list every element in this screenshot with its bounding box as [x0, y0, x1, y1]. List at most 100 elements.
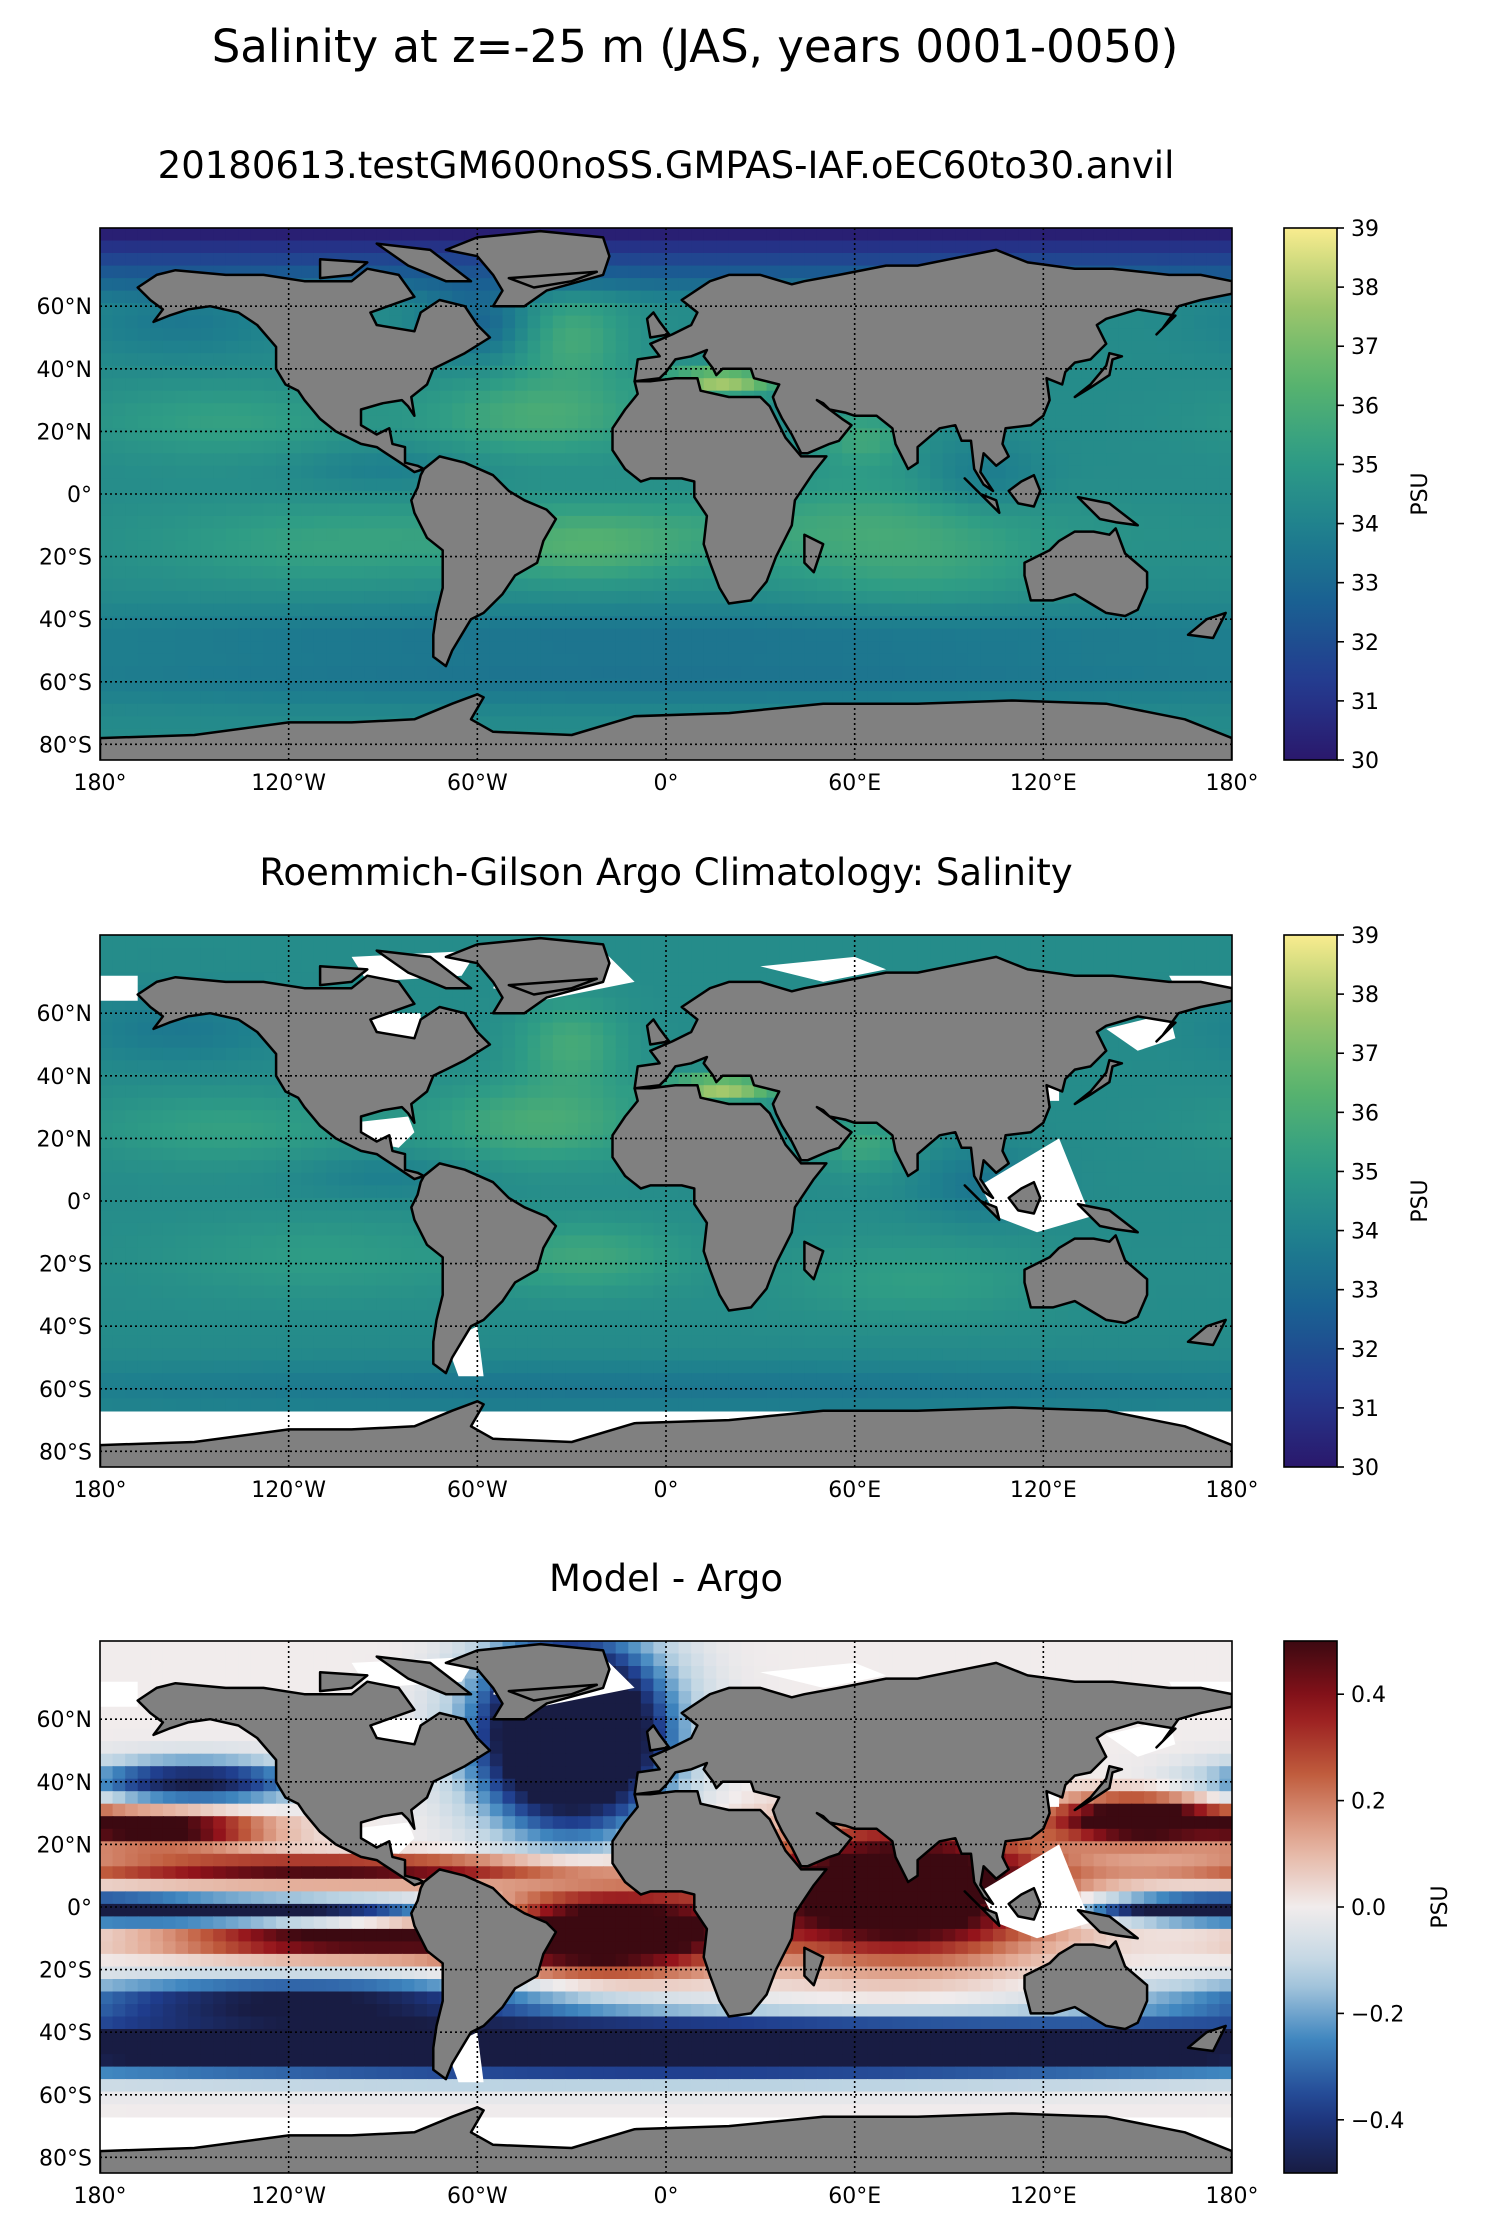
field-cell — [225, 465, 240, 480]
field-cell — [867, 228, 881, 242]
field-cell — [930, 641, 944, 655]
field-cell — [301, 265, 315, 279]
field-cell — [527, 353, 541, 367]
field-cell — [993, 591, 1007, 605]
field-cell — [1068, 691, 1082, 705]
field-cell — [389, 503, 403, 517]
field-cell — [565, 353, 579, 367]
field-cell — [905, 960, 919, 974]
field-cell — [854, 415, 869, 430]
field-cell — [1169, 428, 1183, 442]
field-cell — [250, 703, 265, 717]
field-cell — [301, 653, 315, 667]
field-cell — [816, 265, 831, 279]
field-cell — [288, 540, 303, 555]
field-cell — [125, 935, 139, 949]
field-cell — [137, 1010, 152, 1024]
field-cell — [263, 947, 277, 961]
field-cell — [175, 1085, 189, 1099]
field-cell — [1144, 328, 1158, 342]
field-cell — [125, 653, 139, 667]
field-cell — [565, 1085, 579, 1099]
field-cell — [917, 228, 931, 242]
field-cell — [225, 960, 240, 974]
field-cell — [489, 340, 504, 354]
field-cell — [1030, 440, 1045, 455]
field-cell — [1093, 678, 1107, 692]
field-cell — [552, 503, 567, 517]
field-cell — [666, 528, 680, 542]
field-cell — [691, 578, 705, 592]
field-cell — [653, 278, 667, 292]
field-cell — [515, 365, 529, 379]
field-cell — [955, 678, 969, 692]
field-cell — [1081, 440, 1095, 455]
field-cell — [1181, 340, 1196, 354]
field-cell — [263, 503, 277, 517]
colorbar-tick-label: 37 — [1351, 335, 1379, 360]
field-cell — [1219, 703, 1232, 717]
field-cell — [527, 1047, 541, 1061]
field-cell — [590, 616, 604, 630]
field-cell — [942, 553, 957, 567]
field-cell — [917, 578, 931, 592]
field-cell — [578, 365, 592, 379]
field-cell — [1194, 578, 1208, 592]
field-cell — [301, 678, 315, 692]
field-cell — [1131, 240, 1145, 254]
field-cell — [552, 1072, 567, 1086]
field-cell — [175, 1072, 189, 1086]
field-cell — [1018, 503, 1032, 517]
field-cell — [1206, 328, 1221, 342]
field-cell — [640, 528, 655, 542]
field-cell — [414, 678, 428, 692]
field-cell — [678, 228, 692, 242]
field-cell — [1118, 390, 1133, 404]
field-cell — [238, 1060, 252, 1074]
field-cell — [666, 503, 680, 517]
field-cell — [1219, 390, 1232, 404]
colorbar-tick-label: 31 — [1351, 690, 1379, 715]
field-cell — [552, 1022, 567, 1036]
field-cell — [678, 503, 692, 517]
field-cell — [666, 616, 680, 630]
field-cell — [1118, 240, 1133, 254]
field-cell — [590, 340, 604, 354]
field-cell — [540, 428, 554, 442]
field-cell — [238, 1035, 252, 1049]
field-cell — [376, 578, 391, 592]
field-cell — [213, 515, 227, 530]
field-cell — [1156, 616, 1170, 630]
field-cell — [464, 678, 479, 692]
field-cell — [288, 972, 303, 986]
field-cell — [213, 666, 227, 680]
field-cell — [640, 566, 655, 580]
field-cell — [351, 503, 365, 517]
field-cell — [967, 603, 982, 617]
field-cell — [175, 403, 189, 417]
field-cell — [1131, 428, 1145, 442]
field-cell — [967, 616, 982, 630]
field-cell — [137, 415, 152, 430]
field-cell — [527, 428, 541, 442]
field-cell — [489, 1022, 504, 1036]
field-cell — [125, 960, 139, 974]
field-cell — [1068, 240, 1082, 254]
field-cell — [603, 540, 617, 555]
field-cell — [816, 503, 831, 517]
field-cell — [1156, 465, 1170, 480]
field-cell — [276, 553, 290, 567]
field-cell — [565, 453, 579, 467]
field-cell — [615, 1047, 630, 1061]
field-cell — [955, 566, 969, 580]
field-cell — [188, 1072, 202, 1086]
field-cell — [238, 465, 252, 480]
field-cell — [150, 1047, 164, 1061]
field-cell — [691, 628, 705, 642]
field-cell — [1206, 1060, 1221, 1074]
field-cell — [125, 1085, 139, 1099]
field-cell — [917, 641, 931, 655]
field-cell — [1156, 353, 1170, 367]
field-cell — [1030, 603, 1045, 617]
field-cell — [125, 340, 139, 354]
